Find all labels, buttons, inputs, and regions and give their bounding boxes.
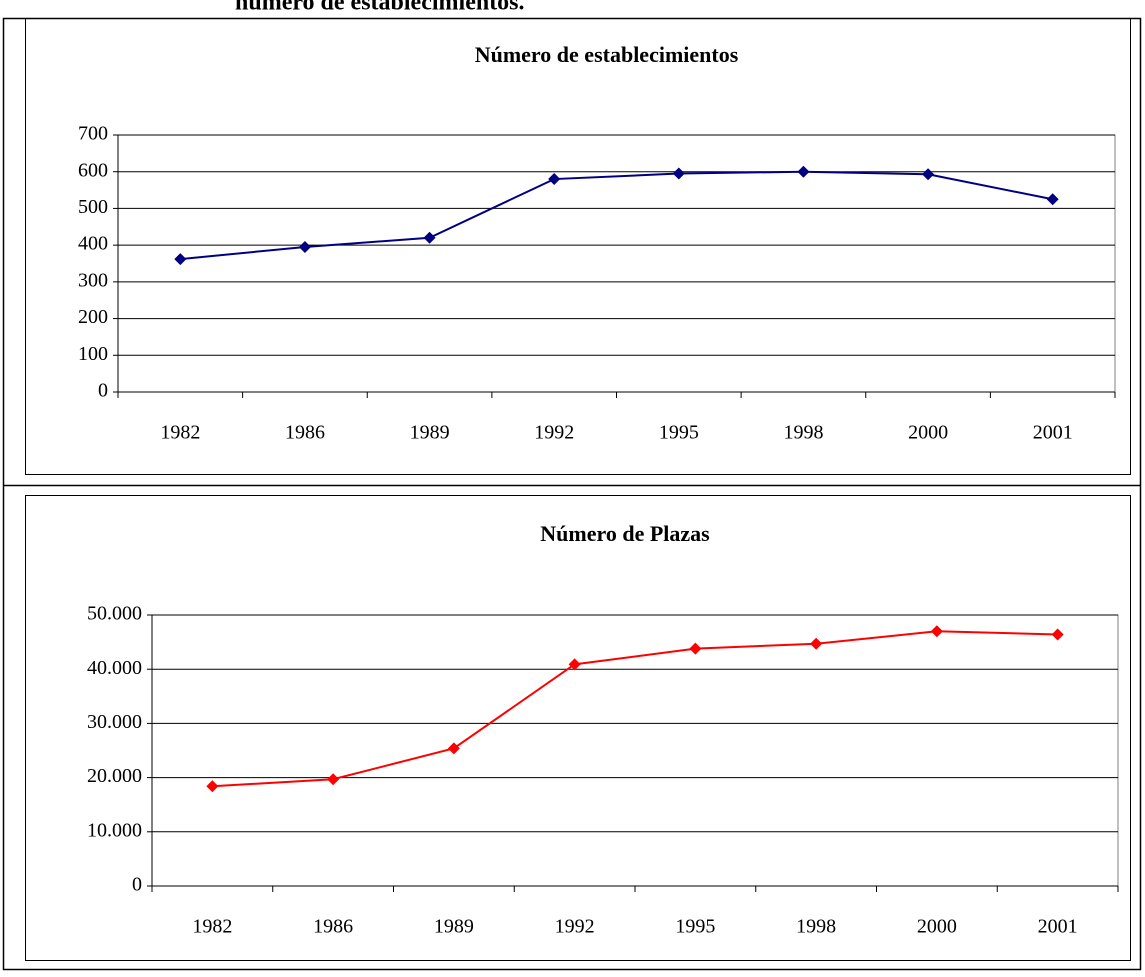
data-point <box>810 637 823 650</box>
plot-area <box>117 134 1116 393</box>
outer-frame <box>2 17 1142 971</box>
data-point <box>1046 193 1059 206</box>
x-tick-label: 1995 <box>659 422 699 444</box>
x-tick-label: 1986 <box>285 422 325 444</box>
data-point <box>672 167 685 180</box>
y-tick-label: 0 <box>132 874 142 896</box>
y-tick-label: 100 <box>78 343 108 365</box>
x-tick-label: 1982 <box>160 422 200 444</box>
chart-title: Número de establecimientos <box>475 42 739 67</box>
x-tick-label: 2001 <box>1038 916 1078 938</box>
x-tick-label: 1986 <box>313 916 353 938</box>
x-tick-label: 1998 <box>783 422 823 444</box>
y-tick-label: 10.000 <box>87 819 142 841</box>
x-tick-label: 2000 <box>908 422 948 444</box>
y-tick-label: 300 <box>78 269 108 291</box>
chart-frame <box>25 18 1131 475</box>
data-point <box>174 253 187 266</box>
y-tick-label: 0 <box>98 380 108 402</box>
y-tick-label: 50.000 <box>87 603 142 625</box>
y-tick-label: 700 <box>78 123 108 145</box>
data-point <box>206 780 219 793</box>
series-line <box>212 630 1058 788</box>
data-point <box>568 658 581 671</box>
x-tick-label: 1992 <box>555 916 595 938</box>
x-tick-label: 1989 <box>434 916 474 938</box>
chart-frame <box>25 495 1131 961</box>
series-line <box>180 170 1053 261</box>
y-tick-label: 200 <box>78 306 108 328</box>
data-point <box>423 231 436 244</box>
header-text: número de establecimientos. <box>235 0 525 16</box>
x-tick-label: 2000 <box>917 916 957 938</box>
x-tick-label: 1998 <box>796 916 836 938</box>
x-tick-label: 1989 <box>410 422 450 444</box>
y-tick-label: 20.000 <box>87 765 142 787</box>
x-tick-label: 1995 <box>675 916 715 938</box>
data-point <box>797 165 810 178</box>
y-tick-label: 400 <box>78 233 108 255</box>
y-tick-label: 500 <box>78 196 108 218</box>
chart-title: Número de Plazas <box>540 521 710 546</box>
y-tick-label: 40.000 <box>87 657 142 679</box>
data-point <box>930 625 943 638</box>
data-point <box>689 642 702 655</box>
data-point <box>548 173 561 186</box>
x-tick-label: 1992 <box>534 422 574 444</box>
x-tick-label: 2001 <box>1033 422 1073 444</box>
data-point <box>922 168 935 181</box>
y-tick-label: 30.000 <box>87 711 142 733</box>
y-tick-label: 600 <box>78 159 108 181</box>
data-point <box>327 773 340 786</box>
data-point <box>447 742 460 755</box>
data-point <box>1051 628 1064 641</box>
data-point <box>298 240 311 253</box>
x-tick-label: 1982 <box>192 916 232 938</box>
